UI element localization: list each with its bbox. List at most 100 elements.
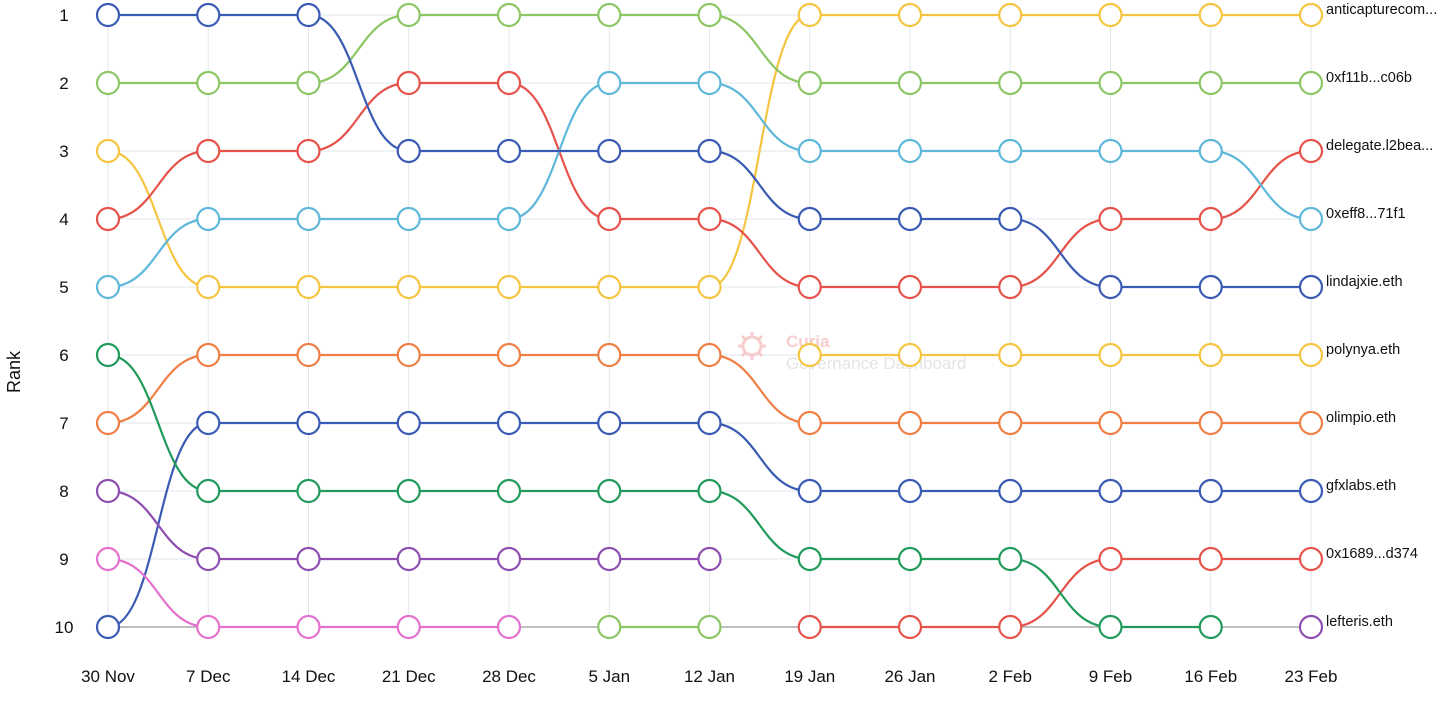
data-point-delegate-l2bea[interactable] (496, 70, 522, 96)
data-point-delegate-l2bea[interactable] (998, 274, 1023, 300)
data-point-0xeff8-71f1[interactable] (496, 206, 522, 232)
data-point-0xf11b-c06b[interactable] (998, 70, 1023, 96)
data-point-olimpio-eth[interactable] (897, 410, 923, 436)
data-point-lindajxie-eth[interactable] (1198, 274, 1223, 300)
data-point-unnamed-10[interactable] (597, 478, 622, 504)
data-point-gfxlabs-eth[interactable] (1198, 478, 1223, 504)
data-point-lindajxie-eth[interactable] (597, 138, 622, 164)
data-point-lindajxie-eth[interactable] (897, 206, 923, 232)
data-point-0xf11b-c06b[interactable] (396, 2, 421, 28)
data-point-0x1689-d374[interactable] (797, 614, 822, 640)
data-point-olimpio-eth[interactable] (597, 342, 622, 368)
data-point-gfxlabs-eth[interactable] (897, 478, 923, 504)
data-point-unnamed-10[interactable] (95, 342, 121, 368)
data-point-polynya-eth[interactable] (1198, 342, 1223, 368)
data-point-gfxlabs-eth[interactable] (797, 478, 822, 504)
data-point-delegate-l2bea[interactable] (396, 70, 421, 96)
data-point-0xeff8-71f1[interactable] (95, 274, 121, 300)
data-point-unnamed-10[interactable] (1098, 614, 1123, 640)
data-point-unnamed-10[interactable] (496, 478, 522, 504)
data-point-unnamed-11[interactable] (95, 546, 121, 572)
data-point-polynya-eth[interactable] (998, 342, 1023, 368)
data-point-gfxlabs-eth[interactable] (496, 410, 522, 436)
data-point-lindajxie-eth[interactable] (496, 138, 522, 164)
data-point-0x1689-d374[interactable] (1198, 546, 1223, 572)
data-point-lindajxie-eth[interactable] (1098, 274, 1123, 300)
data-point-lindajxie-eth[interactable] (1298, 274, 1324, 300)
data-point-0x1689-d374[interactable] (897, 614, 923, 640)
data-point-olimpio-eth[interactable] (998, 410, 1023, 436)
data-point-0xeff8-71f1[interactable] (697, 70, 722, 96)
data-point-lefteris-eth[interactable] (396, 546, 421, 572)
data-point-lindajxie-eth[interactable] (697, 138, 722, 164)
data-point-anticapturecom[interactable] (897, 2, 923, 28)
data-point-delegate-l2bea[interactable] (697, 206, 722, 232)
data-point-0xeff8-71f1[interactable] (597, 70, 622, 96)
data-point-0x1689-d374[interactable] (998, 614, 1023, 640)
data-point-anticapturecom[interactable] (296, 274, 321, 300)
data-point-anticapturecom[interactable] (797, 2, 822, 28)
data-point-0xf11b-c06b[interactable] (1298, 70, 1324, 96)
data-point-polynya-eth[interactable] (1298, 342, 1324, 368)
data-point-delegate-l2bea[interactable] (897, 274, 923, 300)
data-point-anticapturecom[interactable] (998, 2, 1023, 28)
data-point-lefteris-eth[interactable] (496, 546, 522, 572)
data-point-unnamed-10[interactable] (797, 546, 822, 572)
data-point-unnamed-11[interactable] (396, 614, 421, 640)
data-point-0xeff8-71f1[interactable] (998, 138, 1023, 164)
data-point-0xeff8-71f1[interactable] (897, 138, 923, 164)
data-point-unnamed-10[interactable] (998, 546, 1023, 572)
data-point-delegate-l2bea[interactable] (1098, 206, 1123, 232)
data-point-delegate-l2bea[interactable] (597, 206, 622, 232)
data-point-unnamed-11[interactable] (296, 614, 321, 640)
data-point-unnamed-10[interactable] (296, 478, 321, 504)
data-point-unnamed-10[interactable] (697, 478, 722, 504)
data-point-delegate-l2bea[interactable] (95, 206, 121, 232)
data-point-gfxlabs-eth[interactable] (1298, 478, 1324, 504)
data-point-0xf11b-c06b[interactable] (1198, 70, 1223, 96)
data-point-lindajxie-eth[interactable] (296, 2, 321, 28)
data-point-0xf11b-c06b[interactable] (496, 2, 522, 28)
data-point-anticapturecom[interactable] (496, 274, 522, 300)
data-point-lindajxie-eth[interactable] (797, 206, 822, 232)
data-point-anticapturecom[interactable] (697, 274, 722, 300)
data-point-0xeff8-71f1[interactable] (396, 206, 421, 232)
data-point-anticapturecom[interactable] (1098, 2, 1123, 28)
data-point-unnamed-12[interactable] (697, 614, 722, 640)
data-point-polynya-eth[interactable] (797, 342, 822, 368)
data-point-0xf11b-c06b[interactable] (697, 2, 722, 28)
data-point-gfxlabs-eth[interactable] (396, 410, 421, 436)
data-point-0xeff8-71f1[interactable] (1298, 206, 1324, 232)
data-point-anticapturecom[interactable] (396, 274, 421, 300)
data-point-delegate-l2bea[interactable] (1198, 206, 1223, 232)
data-point-anticapturecom[interactable] (196, 274, 221, 300)
data-point-gfxlabs-eth[interactable] (998, 478, 1023, 504)
data-point-delegate-l2bea[interactable] (797, 274, 822, 300)
data-point-0xf11b-c06b[interactable] (1098, 70, 1123, 96)
data-point-lefteris-eth[interactable] (95, 478, 121, 504)
data-point-0xf11b-c06b[interactable] (797, 70, 822, 96)
data-point-olimpio-eth[interactable] (496, 342, 522, 368)
data-point-unnamed-10[interactable] (196, 478, 221, 504)
data-point-delegate-l2bea[interactable] (296, 138, 321, 164)
data-point-0xf11b-c06b[interactable] (897, 70, 923, 96)
data-point-gfxlabs-eth[interactable] (597, 410, 622, 436)
data-point-anticapturecom[interactable] (597, 274, 622, 300)
data-point-polynya-eth[interactable] (1098, 342, 1123, 368)
data-point-lefteris-eth[interactable] (597, 546, 622, 572)
data-point-olimpio-eth[interactable] (1198, 410, 1223, 436)
data-point-0xeff8-71f1[interactable] (296, 206, 321, 232)
data-point-anticapturecom[interactable] (1198, 2, 1223, 28)
data-point-unnamed-10[interactable] (396, 478, 421, 504)
data-point-olimpio-eth[interactable] (396, 342, 421, 368)
data-point-unnamed-11[interactable] (196, 614, 221, 640)
data-point-0xf11b-c06b[interactable] (597, 2, 622, 28)
data-point-gfxlabs-eth[interactable] (95, 614, 121, 640)
data-point-0xeff8-71f1[interactable] (1198, 138, 1223, 164)
data-point-olimpio-eth[interactable] (697, 342, 722, 368)
data-point-0xeff8-71f1[interactable] (196, 206, 221, 232)
data-point-olimpio-eth[interactable] (196, 342, 221, 368)
data-point-olimpio-eth[interactable] (1298, 410, 1324, 436)
data-point-0xeff8-71f1[interactable] (797, 138, 822, 164)
data-point-0xf11b-c06b[interactable] (196, 70, 221, 96)
